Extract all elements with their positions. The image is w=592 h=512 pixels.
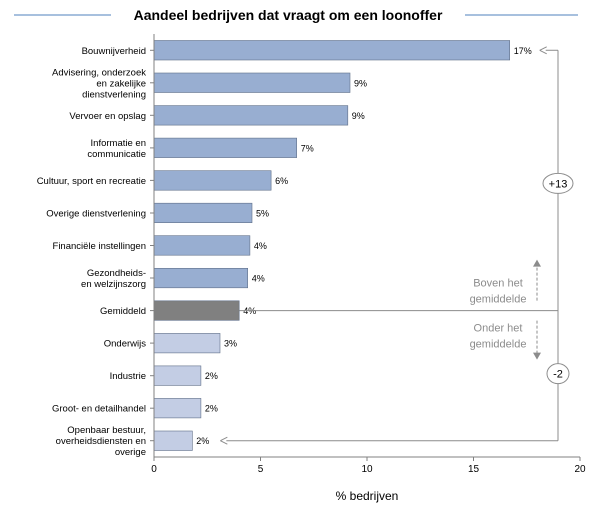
annotation-layer: +13 -2 Boven het gemiddelde Onder het gemidde… [220, 46, 574, 445]
category-label-10-0: Industrie [110, 371, 146, 382]
bar-2 [153, 105, 349, 126]
data-label-2: 9% [352, 111, 365, 121]
above-average-label-1: gemiddelde [470, 294, 527, 306]
data-label-4: 6% [275, 176, 288, 186]
x-tick-label-3: 15 [468, 464, 480, 475]
below-dashed-arrow-head [533, 352, 541, 360]
category-label-6-0: Financiële instellingen [53, 241, 146, 252]
data-label-6: 4% [254, 241, 267, 251]
category-label-1-0: Advisering, onderzoek [52, 67, 146, 78]
data-label-1: 9% [354, 78, 367, 88]
data-label-12: 2% [196, 436, 209, 446]
bar-1 [153, 72, 351, 93]
data-label-9: 3% [224, 339, 237, 349]
below-diff-oval [546, 363, 570, 385]
bar-10 [153, 365, 202, 386]
bar-0 [153, 40, 511, 61]
bar-5 [153, 202, 253, 223]
x-ticks-layer: 0 5 10 15 20 [151, 457, 586, 475]
bar-3 [153, 137, 297, 158]
chart-title: Aandeel bedrijven dat vraagt om een loon… [134, 7, 443, 23]
category-label-12-1: overheidsdiensten en [56, 436, 146, 447]
data-label-10: 2% [205, 371, 218, 381]
category-label-8-0: Gemiddeld [100, 306, 146, 317]
x-tick-label-1: 5 [258, 464, 264, 475]
category-label-0-0: Bouwnijverheid [82, 46, 146, 57]
above-dashed-arrow-head [533, 259, 541, 267]
category-label-9-0: Onderwijs [104, 339, 146, 350]
category-label-3-1: communicatie [87, 149, 146, 160]
x-axis-label: % bedrijven [336, 489, 399, 503]
below-average-label-0: Onder het [474, 323, 523, 335]
x-tick-label-2: 10 [361, 464, 373, 475]
category-label-5-0: Overige dienstverlening [46, 209, 146, 220]
bar-9 [153, 333, 221, 354]
above-average-label-0: Boven het [473, 278, 523, 290]
category-label-11-0: Groot- en detailhandel [52, 404, 146, 415]
bottom-arrow-head [220, 436, 228, 445]
bar-4 [153, 170, 272, 191]
category-label-4-0: Cultuur, sport en recreatie [37, 176, 146, 187]
category-label-12-2: overige [115, 447, 146, 458]
data-label-5: 5% [256, 209, 269, 219]
above-diff-label: +13 [549, 178, 568, 190]
category-label-1-1: en zakelijke [96, 78, 146, 89]
above-diff-oval [542, 172, 574, 194]
x-tick-label-0: 0 [151, 464, 157, 475]
bar-12 [153, 430, 193, 451]
top-arrow-head [539, 46, 547, 55]
below-diff-label: -2 [553, 369, 563, 381]
category-label-1-2: dienstverlening [82, 89, 146, 100]
bar-7 [153, 267, 248, 289]
category-label-2-0: Vervoer en opslag [69, 111, 146, 122]
data-label-0: 17% [514, 46, 532, 56]
bar-11 [153, 398, 202, 419]
bars-layer: 17% Bouwnijverheid 9% Advisering, onderzoek… [37, 40, 532, 458]
bar-6 [153, 235, 251, 256]
below-average-label-1: gemiddelde [470, 339, 527, 351]
category-label-3-0: Informatie en [91, 138, 146, 149]
data-label-7: 4% [252, 274, 265, 284]
x-tick-label-4: 20 [574, 464, 586, 475]
bar-8 [153, 300, 240, 321]
category-label-12-0: Openbaar bestuur, [67, 425, 146, 436]
category-label-7-0: Gezondheids- [87, 268, 146, 279]
data-label-3: 7% [301, 143, 314, 153]
data-label-11: 2% [205, 404, 218, 414]
category-label-7-1: en welzijnszorg [81, 279, 146, 290]
